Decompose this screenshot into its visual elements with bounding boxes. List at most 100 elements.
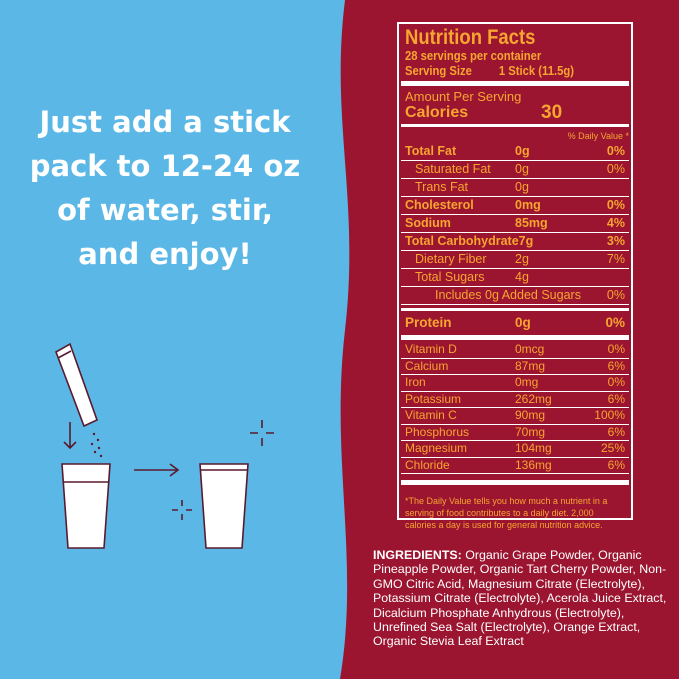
nutrient-name: Protein <box>405 315 452 330</box>
nutrient-dv: 0% <box>606 162 625 176</box>
headline-line: Just add a stick <box>39 105 291 139</box>
nutrient-dv: 25% <box>600 441 625 455</box>
nutrition-facts-panel: Nutrition Facts 28 servings per containe… <box>397 22 633 530</box>
nutrient-dv: 6% <box>607 391 625 406</box>
nutrition-facts-title: Nutrition Facts <box>405 26 536 49</box>
nutrient-amount: 85mg <box>515 216 548 230</box>
nutrient-amount: 104mg <box>515 441 552 455</box>
divider <box>401 308 629 311</box>
sparkle-icon <box>172 420 274 520</box>
nutrient-name: Vitamin D <box>405 342 457 356</box>
nutrient-name: Includes 0g Added Sugars <box>435 288 581 302</box>
nutrient-dv: 6% <box>607 457 625 472</box>
nutrient-dv: 3% <box>606 234 625 248</box>
calories-label: Calories <box>405 104 469 121</box>
nutrient-dv <box>585 179 625 196</box>
nutrient-amount: 90mg <box>515 408 546 422</box>
amount-per-serving: Amount Per Serving <box>405 89 522 104</box>
nutrient-row: Magnesium 104mg 25% <box>401 441 629 458</box>
instructions-illustration <box>55 342 274 549</box>
calories-value: 30 <box>541 102 563 123</box>
nutrient-name: Total Fat <box>405 144 457 158</box>
nutrient-row: Total Sugars 4g <box>401 269 629 287</box>
nutrient-row: Chloride 136mg 6% <box>401 457 629 474</box>
nutrient-name: Total Carbohydrate <box>405 234 519 248</box>
nutrient-name: Saturated Fat <box>415 162 491 176</box>
nutrient-name: Total Sugars <box>415 270 485 284</box>
protein-row: Protein 0g 0% <box>401 313 629 333</box>
calories-row: Calories 30 <box>405 102 625 123</box>
nutrient-row: Phosphorus 70mg 6% <box>401 424 629 441</box>
stick-pack-icon <box>55 342 98 428</box>
divider <box>401 480 629 485</box>
nutrient-name: Potassium <box>405 391 462 406</box>
nutrient-row: Calcium 87mg 6% <box>401 358 629 375</box>
nutrient-name: Dietary Fiber <box>415 252 487 266</box>
nutrient-amount: 0g <box>515 315 531 330</box>
nutrient-dv <box>585 269 625 286</box>
nutrient-amount: 87mg <box>515 358 546 373</box>
footnote: *The Daily Value tells you how much a nu… <box>405 496 608 530</box>
nutrient-row: Vitamin D 0mcg 0% <box>401 342 629 359</box>
nutrient-amount: 0mg <box>515 198 541 212</box>
daily-value-header: % Daily Value * <box>567 131 629 141</box>
ingredients: INGREDIENTS: Organic Grape Powder, Organ… <box>373 548 678 649</box>
headline-line: pack to 12-24 oz <box>29 149 301 183</box>
nutrient-row: Includes 0g Added Sugars 0% <box>401 287 629 305</box>
serving-size-label: Serving Size <box>405 64 472 78</box>
right-arrow-icon <box>134 463 180 477</box>
nutrient-row: Saturated Fat 0g 0% <box>401 161 629 179</box>
powder-icon <box>90 432 103 458</box>
nutrient-row: Total Fat 0g 0% <box>401 143 629 161</box>
nutrient-dv: 0% <box>606 288 625 302</box>
nutrient-dv: 4% <box>606 216 625 230</box>
nutrient-rows: Total Fat 0g 0% Saturated Fat 0g 0% Trans Fat 0… <box>401 143 629 305</box>
nutrient-dv: 0% <box>605 315 625 330</box>
down-arrow-icon <box>63 422 77 450</box>
nutrient-name: Vitamin C <box>405 408 457 422</box>
ingredients-label: INGREDIENTS: <box>373 548 462 562</box>
nutrient-row: Total Carbohydrate 7g 3% <box>401 233 629 251</box>
nutrient-name: Magnesium <box>405 441 468 455</box>
nutrient-amount: 262mg <box>515 391 552 406</box>
nutrient-name: Sodium <box>405 216 451 230</box>
nutrient-amount: 0g <box>515 180 529 194</box>
nutrient-dv: 6% <box>607 358 625 373</box>
nutrient-row: Potassium 262mg 6% <box>401 391 629 408</box>
nutrient-amount: 136mg <box>515 457 552 472</box>
nutrient-dv: 7% <box>606 252 625 266</box>
nutrient-amount: 0mcg <box>515 342 545 356</box>
nutrient-dv: 0% <box>607 342 625 356</box>
nutrient-row: Cholesterol 0mg 0% <box>401 197 629 215</box>
ingredients-text: Organic Grape Powder, Organic Pineapple … <box>373 548 667 649</box>
nutrient-dv: 0% <box>606 144 625 158</box>
nutrient-name: Calcium <box>405 358 449 373</box>
serving-size: Serving Size 1 Stick (11.5g) <box>405 64 603 79</box>
nutrient-amount: 70mg <box>515 424 546 439</box>
micronutrient-rows: Vitamin D 0mcg 0% Calcium 87mg 6% Iron 0mg 0% Pot… <box>401 342 629 474</box>
servings-per-container: 28 servings per container <box>405 49 542 63</box>
nutrient-row: Trans Fat 0g <box>401 179 629 197</box>
nutrient-amount: 0g <box>515 162 529 176</box>
headline-line: of water, stir, <box>57 193 273 227</box>
nutrient-dv: 6% <box>607 424 625 439</box>
nutrient-dv: 0% <box>606 198 625 212</box>
divider <box>401 81 629 86</box>
nutrient-amount: 7g <box>518 234 534 248</box>
nutrient-row: Dietary Fiber 2g 7% <box>401 251 629 269</box>
nutrient-name: Trans Fat <box>415 180 469 194</box>
glass-mixed-icon <box>199 463 249 549</box>
nutrient-row: Vitamin C 90mg 100% <box>401 408 629 425</box>
headline-line: and enjoy! <box>78 237 252 271</box>
nutrient-amount: 0g <box>515 144 530 158</box>
nutrient-name: Cholesterol <box>405 198 474 212</box>
glass-water-icon <box>61 463 111 549</box>
nutrient-name: Phosphorus <box>405 424 470 439</box>
nutrient-name: Iron <box>405 375 426 389</box>
nutrient-name: Chloride <box>405 457 450 472</box>
serving-size-value: 1 Stick (11.5g) <box>498 64 574 78</box>
nutrient-amount: 2g <box>515 252 529 266</box>
nutrient-amount <box>581 287 607 304</box>
headline: Just add a stick pack to 12-24 oz of wat… <box>10 100 320 276</box>
nutrient-dv: 0% <box>607 375 625 389</box>
